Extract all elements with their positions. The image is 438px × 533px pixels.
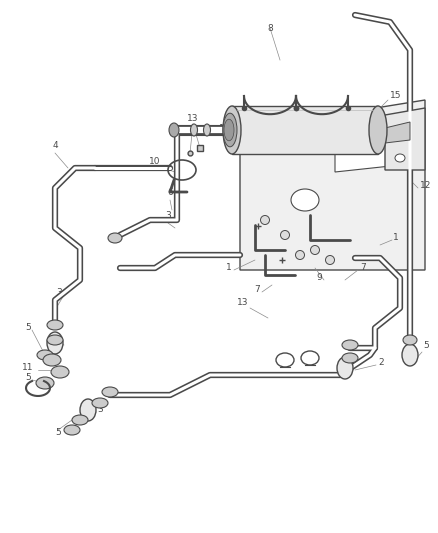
Text: 10: 10 [149,157,160,166]
Text: 6: 6 [167,188,173,197]
Ellipse shape [43,354,61,366]
Text: 15: 15 [389,91,401,100]
Ellipse shape [223,113,237,147]
Text: 13: 13 [187,114,198,123]
Ellipse shape [203,124,210,136]
Ellipse shape [402,335,416,345]
Ellipse shape [80,399,96,421]
Ellipse shape [37,350,53,360]
Text: 7: 7 [254,285,259,294]
Text: 1: 1 [392,233,398,242]
Text: 11: 11 [22,363,34,372]
Polygon shape [334,128,399,172]
Text: 5: 5 [422,341,428,350]
Text: 5: 5 [25,323,31,332]
Ellipse shape [108,233,122,243]
Ellipse shape [223,119,233,141]
Text: 5: 5 [55,428,61,437]
Circle shape [295,251,304,260]
Polygon shape [231,106,377,154]
Text: 9: 9 [315,273,321,282]
Ellipse shape [102,387,118,397]
Ellipse shape [72,415,88,425]
Circle shape [310,246,319,254]
Circle shape [325,255,334,264]
Ellipse shape [92,398,108,408]
Ellipse shape [223,106,240,154]
Ellipse shape [368,106,386,154]
Ellipse shape [190,124,197,136]
Ellipse shape [341,340,357,350]
Text: 4: 4 [52,141,58,150]
Ellipse shape [47,332,63,354]
Text: 3: 3 [165,211,170,220]
Text: 7: 7 [359,263,365,272]
Ellipse shape [394,154,404,162]
Ellipse shape [290,189,318,211]
Circle shape [260,215,269,224]
Text: 3: 3 [97,405,102,414]
Text: 14: 14 [219,124,230,133]
Text: 3: 3 [344,363,350,372]
Text: 1: 1 [226,263,231,272]
Ellipse shape [36,377,54,389]
Polygon shape [240,100,424,270]
Text: 3: 3 [56,338,62,347]
Ellipse shape [341,353,357,363]
Circle shape [280,230,289,239]
Ellipse shape [169,123,179,137]
Text: 13: 13 [236,298,247,307]
Ellipse shape [47,320,63,330]
Ellipse shape [51,366,69,378]
Text: 3: 3 [56,288,62,297]
Text: 2: 2 [377,358,383,367]
Text: 8: 8 [266,23,272,33]
Ellipse shape [401,344,417,366]
Ellipse shape [336,357,352,379]
Polygon shape [384,108,424,170]
Text: 12: 12 [419,181,431,190]
Ellipse shape [64,425,80,435]
Ellipse shape [47,335,63,345]
Text: 5: 5 [25,373,31,382]
Polygon shape [384,122,409,143]
